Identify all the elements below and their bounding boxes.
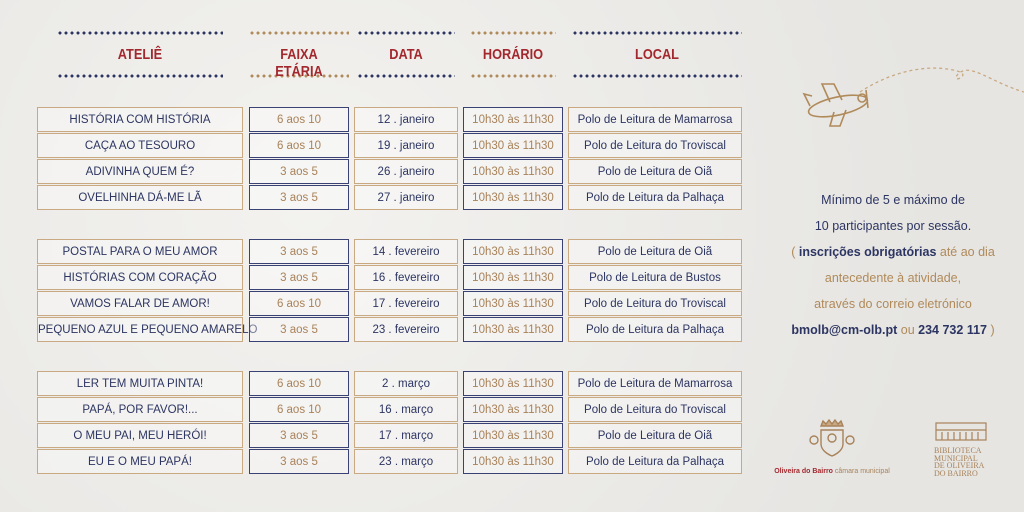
logo-text: câmara municipal bbox=[832, 468, 890, 475]
dotted-rule bbox=[357, 31, 455, 35]
table-cell: CAÇA AO TESOURO bbox=[37, 133, 243, 158]
table-cell: 3 aos 5 bbox=[249, 317, 349, 342]
phone-number: 234 732 117 bbox=[918, 323, 987, 337]
info-line: Mínimo de 5 e máximo de bbox=[821, 193, 965, 207]
table-cell: 3 aos 5 bbox=[249, 449, 349, 474]
table-cell: 12 . janeiro bbox=[354, 107, 458, 132]
table-cell: 10h30 às 11h30 bbox=[463, 185, 563, 210]
table-cell: 16 . março bbox=[354, 397, 458, 422]
table-cell: 23 . março bbox=[354, 449, 458, 474]
table-cell: 6 aos 10 bbox=[249, 107, 349, 132]
registration-info: Mínimo de 5 e máximo de 10 participantes… bbox=[762, 187, 1024, 343]
table-cell: 10h30 às 11h30 bbox=[463, 159, 563, 184]
table-cell: POSTAL PARA O MEU AMOR bbox=[37, 239, 243, 264]
table-cell: 23 . fevereiro bbox=[354, 317, 458, 342]
dotted-rule bbox=[572, 74, 742, 78]
table-cell: HISTÓRIA COM HISTÓRIA bbox=[37, 107, 243, 132]
dotted-rule bbox=[249, 31, 349, 35]
table-cell: 6 aos 10 bbox=[249, 133, 349, 158]
table-cell: 10h30 às 11h30 bbox=[463, 423, 563, 448]
table-cell: 2 . março bbox=[354, 371, 458, 396]
table-cell: Polo de Leitura do Troviscal bbox=[568, 291, 742, 316]
table-cell: OVELHINHA DÁ-ME LÃ bbox=[37, 185, 243, 210]
info-line: 10 participantes por sessão. bbox=[814, 219, 972, 233]
table-cell: 6 aos 10 bbox=[249, 371, 349, 396]
table-cell: Polo de Leitura de Mamarrosa bbox=[568, 371, 742, 396]
table-cell: 3 aos 5 bbox=[249, 265, 349, 290]
table-cell: 17 . março bbox=[354, 423, 458, 448]
library-building-icon bbox=[935, 422, 987, 441]
column-header: ATELIÊ bbox=[117, 46, 163, 63]
library-logo-text: BIBLIOTECA MUNICIPAL DE OLIVEIRA DO BAIR… bbox=[934, 446, 984, 478]
table-cell: 27 . janeiro bbox=[354, 185, 458, 210]
email-link[interactable]: bmolb@cm-olb.pt bbox=[791, 323, 898, 337]
table-cell: Polo de Leitura da Palhaça bbox=[568, 185, 742, 210]
table-cell: ADIVINHA QUEM É? bbox=[37, 159, 243, 184]
table-cell: VAMOS FALAR DE AMOR! bbox=[37, 291, 243, 316]
dotted-rule bbox=[572, 31, 742, 35]
table-cell: Polo de Leitura do Troviscal bbox=[568, 133, 742, 158]
table-cell: Polo de Leitura de Oiã bbox=[568, 159, 742, 184]
column-header: HORÁRIO bbox=[482, 46, 544, 63]
logo-text: Oliveira do Bairro bbox=[774, 468, 833, 475]
coat-of-arms-icon bbox=[809, 418, 855, 457]
dotted-rule bbox=[57, 31, 223, 35]
info-line: antecedente à atividade, bbox=[824, 271, 962, 285]
table-cell: 10h30 às 11h30 bbox=[463, 239, 563, 264]
table-cell: 3 aos 5 bbox=[249, 185, 349, 210]
column-header: DATA bbox=[389, 46, 423, 63]
table-cell: 10h30 às 11h30 bbox=[463, 371, 563, 396]
table-cell: Polo de Leitura da Palhaça bbox=[568, 317, 742, 342]
info-text: ou bbox=[897, 323, 919, 337]
table-cell: 3 aos 5 bbox=[249, 239, 349, 264]
table-cell: 10h30 às 11h30 bbox=[463, 133, 563, 158]
library-logo: BIBLIOTECA MUNICIPAL DE OLIVEIRA DO BAIR… bbox=[934, 420, 988, 477]
table-cell: 3 aos 5 bbox=[249, 159, 349, 184]
table-cell: 17 . fevereiro bbox=[354, 291, 458, 316]
dotted-rule bbox=[470, 31, 556, 35]
table-cell: Polo de Leitura de Oiã bbox=[568, 239, 742, 264]
dotted-rule bbox=[249, 74, 349, 78]
info-text: até ao dia bbox=[936, 245, 995, 259]
table-cell: 10h30 às 11h30 bbox=[463, 397, 563, 422]
table-cell: 26 . janeiro bbox=[354, 159, 458, 184]
column-header: LOCAL bbox=[635, 46, 679, 63]
table-cell: 10h30 às 11h30 bbox=[463, 449, 563, 474]
table-cell: HISTÓRIAS COM CORAÇÃO bbox=[37, 265, 243, 290]
table-cell: PAPÁ, POR FAVOR!... bbox=[37, 397, 243, 422]
table-cell: Polo de Leitura de Bustos bbox=[568, 265, 742, 290]
municipality-logo: Oliveira do Bairro câmara municipal bbox=[772, 418, 892, 475]
table-cell: 14 . fevereiro bbox=[354, 239, 458, 264]
table-cell: Polo de Leitura do Troviscal bbox=[568, 397, 742, 422]
table-cell: 10h30 às 11h30 bbox=[463, 291, 563, 316]
table-cell: 10h30 às 11h30 bbox=[463, 317, 563, 342]
info-bold: inscrições obrigatórias bbox=[798, 245, 937, 259]
table-cell: Polo de Leitura da Palhaça bbox=[568, 449, 742, 474]
table-cell: 6 aos 10 bbox=[249, 291, 349, 316]
column-header: FAIXA ETÁRIA bbox=[275, 46, 323, 80]
bracket: ) bbox=[986, 323, 995, 337]
table-cell: 3 aos 5 bbox=[249, 423, 349, 448]
dotted-rule bbox=[357, 74, 455, 78]
table-cell: 10h30 às 11h30 bbox=[463, 107, 563, 132]
table-cell: 10h30 às 11h30 bbox=[463, 265, 563, 290]
table-cell: 16 . fevereiro bbox=[354, 265, 458, 290]
info-line: através do correio eletrónico bbox=[814, 297, 972, 311]
table-cell: Polo de Leitura de Mamarrosa bbox=[568, 107, 742, 132]
table-cell: LER TEM MUITA PINTA! bbox=[37, 371, 243, 396]
bracket: ( bbox=[791, 245, 799, 259]
table-cell: 19 . janeiro bbox=[354, 133, 458, 158]
table-cell: Polo de Leitura de Oiã bbox=[568, 423, 742, 448]
table-cell: O MEU PAI, MEU HERÓI! bbox=[37, 423, 243, 448]
table-cell: EU E O MEU PAPÁ! bbox=[37, 449, 243, 474]
dotted-rule bbox=[57, 74, 223, 78]
airplane-icon bbox=[802, 67, 1024, 127]
table-cell: PEQUENO AZUL E PEQUENO AMARELO bbox=[37, 317, 257, 342]
dotted-rule bbox=[470, 74, 556, 78]
table-cell: 6 aos 10 bbox=[249, 397, 349, 422]
